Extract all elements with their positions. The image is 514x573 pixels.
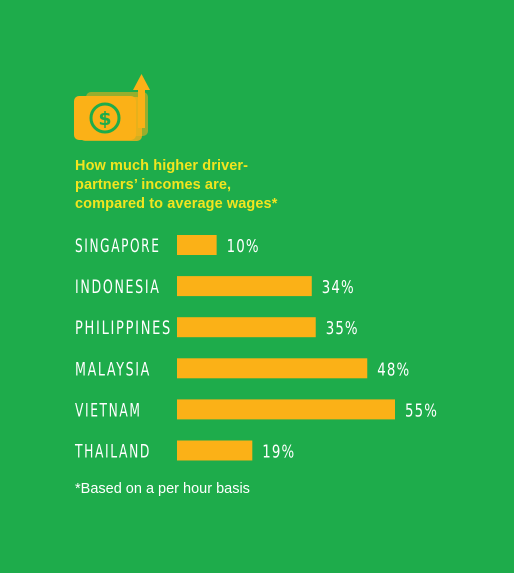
footnote: *Based on a per hour basis bbox=[75, 481, 250, 497]
bar-row-thailand: THAILAND 19% bbox=[74, 440, 295, 463]
value-label-singapore: 10% bbox=[227, 236, 260, 257]
bar-malaysia bbox=[177, 358, 368, 379]
category-label-vietnam: VIETNAM bbox=[75, 399, 142, 421]
bars-group: SINGAPORE 10% INDONESIA 34% PHILIPPINES 35% MA… bbox=[74, 235, 438, 463]
bar-indonesia bbox=[177, 276, 312, 297]
category-label-indonesia: INDONESIA bbox=[75, 276, 161, 298]
heading-line-3: compared to average wages* bbox=[75, 196, 278, 212]
value-label-indonesia: 34% bbox=[322, 277, 355, 298]
bar-row-singapore: SINGAPORE 10% bbox=[75, 235, 260, 257]
bar-thailand bbox=[177, 440, 253, 461]
value-label-vietnam: 55% bbox=[405, 400, 438, 421]
bar-row-indonesia: INDONESIA 34% bbox=[75, 276, 355, 298]
bar-row-vietnam: VIETNAM 55% bbox=[75, 399, 438, 421]
heading-line-2: partners’ incomes are, bbox=[75, 177, 232, 193]
category-label-thailand: THAILAND bbox=[74, 441, 151, 463]
bar-vietnam bbox=[177, 399, 395, 420]
bar-singapore bbox=[177, 235, 217, 255]
value-label-philippines: 35% bbox=[326, 318, 359, 339]
category-label-singapore: SINGAPORE bbox=[75, 235, 161, 257]
bar-row-malaysia: MALAYSIA 48% bbox=[75, 358, 410, 380]
bar-row-philippines: PHILIPPINES 35% bbox=[75, 317, 359, 339]
chart-heading: How much higher driver- partners’ income… bbox=[75, 157, 375, 214]
money-growth-icon: $ bbox=[74, 74, 150, 141]
heading-line-1: How much higher driver- bbox=[75, 158, 249, 174]
value-label-malaysia: 48% bbox=[377, 359, 410, 380]
category-label-malaysia: MALAYSIA bbox=[75, 358, 151, 380]
value-label-thailand: 19% bbox=[262, 442, 295, 463]
bar-philippines bbox=[177, 317, 316, 338]
dollar-sign-icon: $ bbox=[98, 108, 111, 130]
category-label-philippines: PHILIPPINES bbox=[75, 317, 172, 339]
